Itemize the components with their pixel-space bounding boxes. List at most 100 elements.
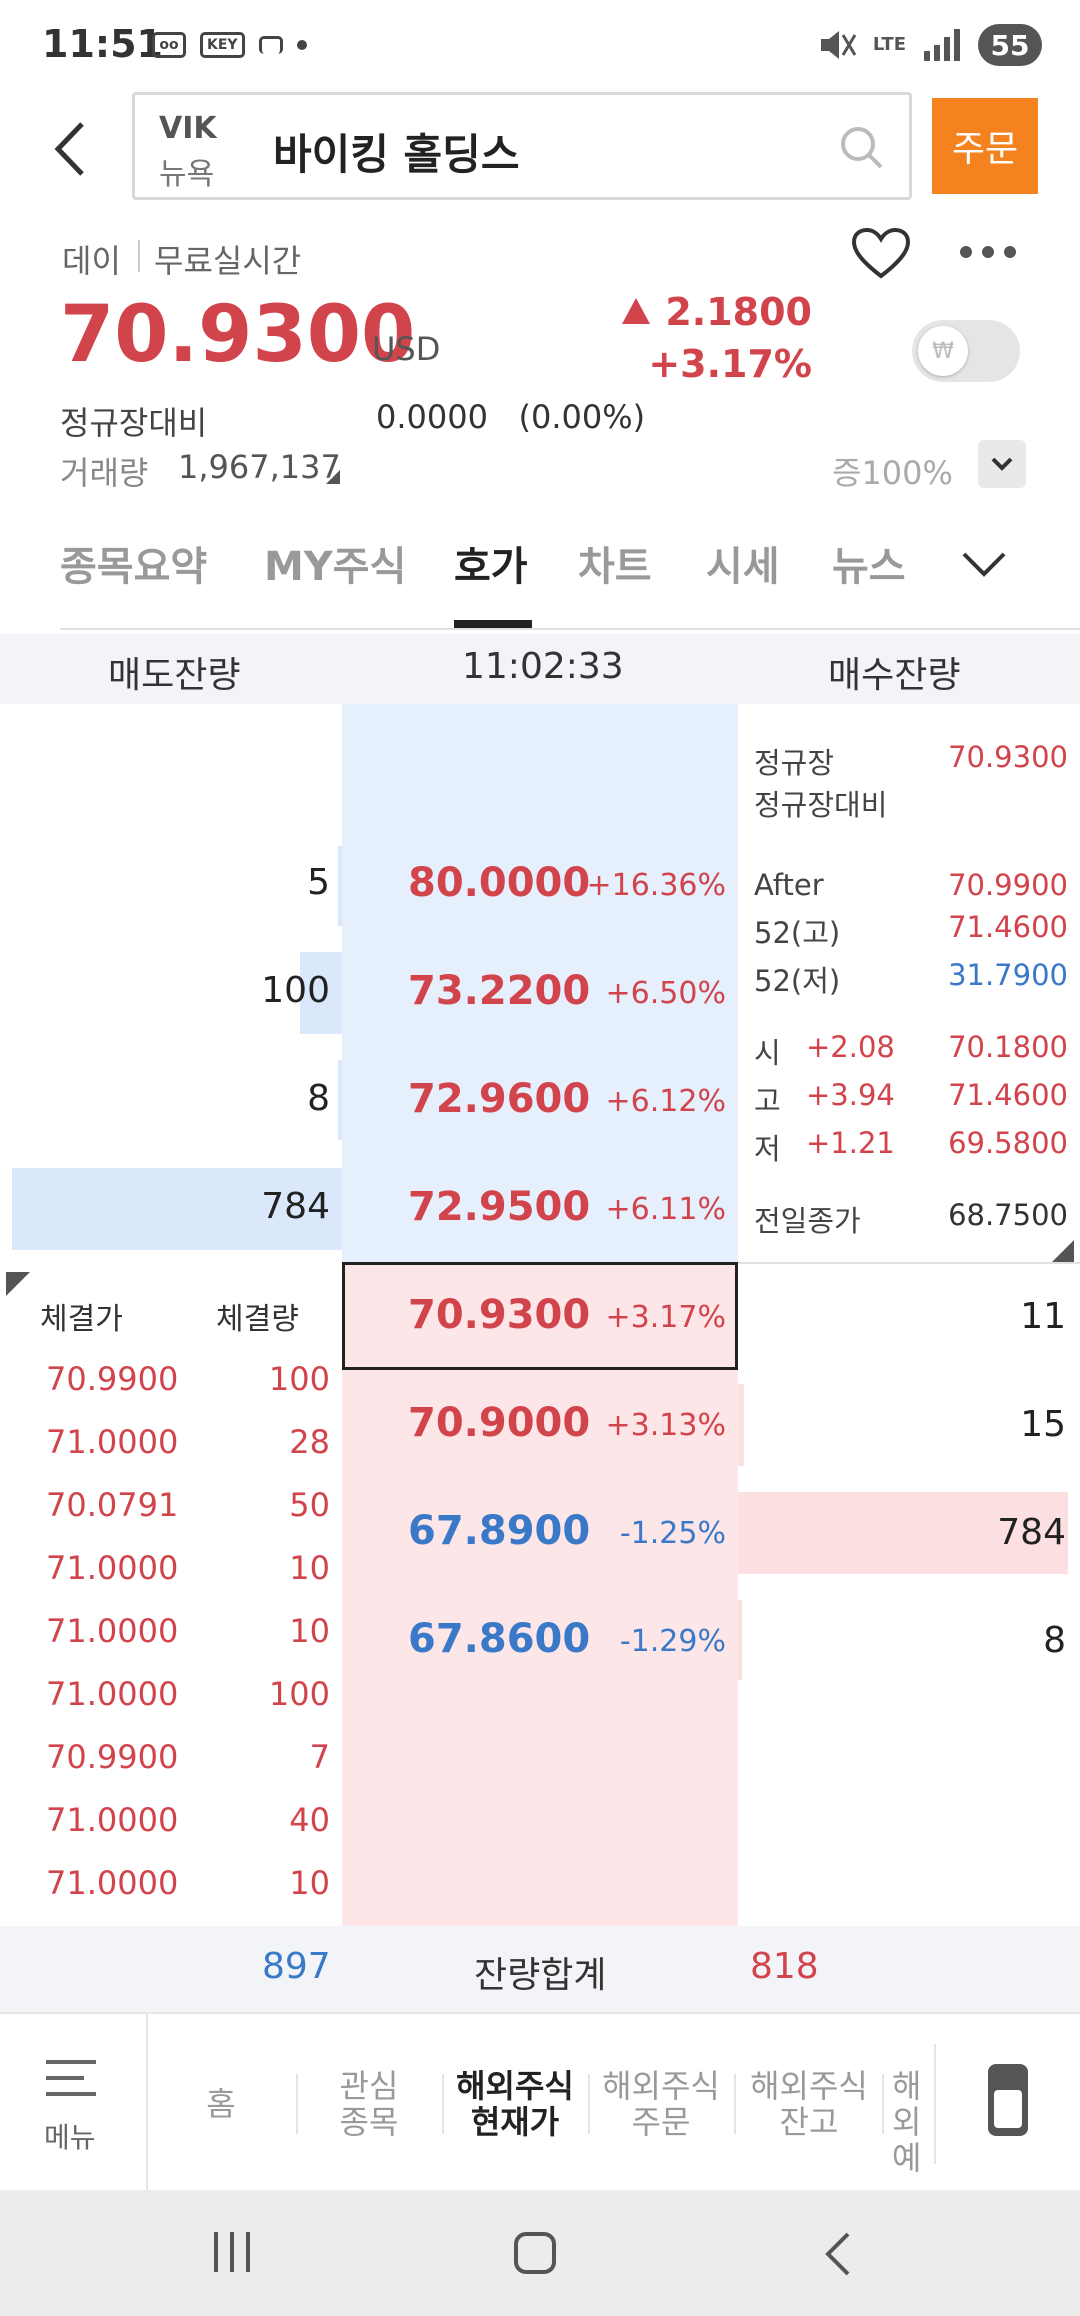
exec-price: 70.9900 [46, 1738, 179, 1776]
expand-button[interactable] [978, 440, 1026, 488]
tab-my-stock[interactable]: MY주식 [264, 544, 407, 590]
phone-icon[interactable] [988, 2064, 1028, 2136]
status-notification-icons: oo KEY [152, 32, 307, 58]
heart-icon[interactable] [850, 226, 912, 282]
ask-percent: +6.11% [605, 1192, 726, 1227]
total-buy-remaining: 818 [750, 1946, 819, 1987]
nav-balance-label-2: 잔고 [779, 2103, 839, 2141]
currency-toggle[interactable]: ₩ [912, 320, 1020, 382]
nav-deposit-label-1: 해외 [892, 2068, 922, 2141]
exec-qty: 50 [289, 1486, 330, 1524]
stock-search-box[interactable]: VIK 뉴욕 바이킹 홀딩스 [132, 92, 912, 200]
stock-name: 바이킹 홀딩스 [273, 130, 520, 179]
nav-overseas-deposit[interactable]: 해외 예 [882, 2068, 934, 2176]
back-icon[interactable] [820, 2230, 860, 2278]
order-button[interactable]: 주문 [932, 98, 1038, 194]
bid-price[interactable]: 70.9000 [408, 1400, 591, 1446]
info-after-label: After [754, 868, 824, 902]
ask-price[interactable]: 73.2200 [408, 968, 591, 1014]
currency-label: USD [372, 330, 441, 368]
exec-qty: 28 [289, 1423, 330, 1461]
tab-bar: 종목요약 MY주식 호가 차트 시세 뉴스 [0, 520, 1080, 632]
info-52w-high-label: 52(고) [754, 916, 841, 950]
back-button[interactable] [48, 114, 98, 184]
status-time: 11:51 [42, 22, 163, 66]
chevron-left-icon [54, 122, 84, 176]
info-open-value: 70.1800 [948, 1030, 1068, 1064]
bid-price[interactable]: 67.8600 [408, 1616, 591, 1662]
nav-home[interactable]: 홈 [148, 2086, 294, 2122]
nav-current-price-label-2: 현재가 [470, 2103, 560, 2141]
nav-home-label: 홈 [206, 2085, 236, 2123]
bid-qty: 11 [1020, 1296, 1066, 1337]
bid-price[interactable]: 70.9300 [408, 1292, 591, 1338]
divider [882, 2074, 884, 2134]
info-low-change: +1.21 [806, 1126, 895, 1160]
active-tab-indicator [454, 620, 532, 628]
home-icon[interactable] [514, 2232, 556, 2274]
screen-icon [258, 36, 283, 54]
buy-remaining-header: 매수잔량 [828, 655, 961, 696]
bid-percent: -1.29% [619, 1624, 726, 1659]
nav-overseas-order[interactable]: 해외주식 주문 [588, 2068, 734, 2140]
ask-volume-bar [338, 846, 342, 926]
divider [738, 1262, 1080, 1264]
info-52w-low-value: 31.7900 [948, 958, 1068, 992]
tab-chart[interactable]: 차트 [578, 544, 652, 590]
exec-price: 71.0000 [46, 1612, 179, 1650]
nav-watchlist-label-1: 관심 [339, 2067, 399, 2105]
exec-price: 70.0791 [46, 1486, 179, 1524]
bid-volume-bar [738, 1384, 744, 1466]
lte-icon: LTE [872, 34, 906, 55]
voicemail-icon: oo [152, 32, 186, 58]
ask-price-column [342, 704, 738, 1262]
tab-quotes[interactable]: 시세 [706, 544, 780, 590]
menu-button[interactable]: 메뉴 [0, 2014, 148, 2192]
info-low-label: 저 [754, 1132, 781, 1166]
ask-volume-bar [338, 1060, 342, 1140]
exec-qty: 10 [289, 1549, 330, 1587]
regular-session-label: 정규장대비 [60, 404, 208, 442]
nav-watchlist[interactable]: 관심 종목 [296, 2068, 442, 2140]
status-system-icons: LTE 55 [817, 24, 1042, 66]
chevron-down-icon [991, 457, 1013, 471]
ask-price[interactable]: 80.0000 [408, 860, 591, 906]
ask-percent: +6.50% [605, 976, 726, 1011]
search-icon[interactable] [837, 123, 887, 173]
tab-orderbook[interactable]: 호가 [454, 544, 528, 590]
volume-value: 1,967,137 [178, 448, 341, 486]
exec-price: 71.0000 [46, 1423, 179, 1461]
ask-qty: 784 [261, 1186, 330, 1227]
bid-volume-bar [738, 1600, 742, 1680]
nav-watchlist-label-2: 종목 [339, 2103, 399, 2141]
price-change: 2.1800 [665, 290, 812, 334]
tab-news[interactable]: 뉴스 [832, 544, 906, 590]
key-icon: KEY [200, 32, 245, 58]
tab-summary[interactable]: 종목요약 [60, 544, 208, 590]
nav-overseas-current-price[interactable]: 해외주식 현재가 [442, 2068, 588, 2140]
exec-qty: 40 [289, 1801, 330, 1839]
info-regular-value: 70.9300 [948, 740, 1068, 774]
totals-label: 잔량합계 [474, 1955, 607, 1996]
bid-qty: 784 [997, 1512, 1066, 1553]
exec-price-header: 체결가 [40, 1302, 123, 1337]
exec-qty: 100 [268, 1675, 330, 1713]
info-prev-close-label: 전일종가 [754, 1204, 861, 1238]
info-52w-low-label: 52(저) [754, 964, 841, 998]
divider [138, 240, 140, 272]
ask-price[interactable]: 72.9500 [408, 1184, 591, 1230]
bid-percent: +3.13% [605, 1408, 726, 1443]
nav-overseas-balance[interactable]: 해외주식 잔고 [736, 2068, 882, 2140]
exec-qty: 100 [268, 1360, 330, 1398]
ask-price[interactable]: 72.9600 [408, 1076, 591, 1122]
recent-apps-icon[interactable] [214, 2232, 250, 2272]
chevron-down-icon[interactable] [960, 544, 1008, 584]
volume-corner-icon [326, 470, 340, 484]
divider [442, 2074, 444, 2134]
nav-balance-label-1: 해외주식 [750, 2067, 868, 2105]
bid-price[interactable]: 67.8900 [408, 1508, 591, 1554]
free-realtime-label: 무료실시간 [154, 242, 302, 280]
volume-label: 거래량 [60, 454, 149, 492]
executions-corner-icon [6, 1272, 30, 1296]
more-options-icon[interactable] [960, 246, 1016, 258]
